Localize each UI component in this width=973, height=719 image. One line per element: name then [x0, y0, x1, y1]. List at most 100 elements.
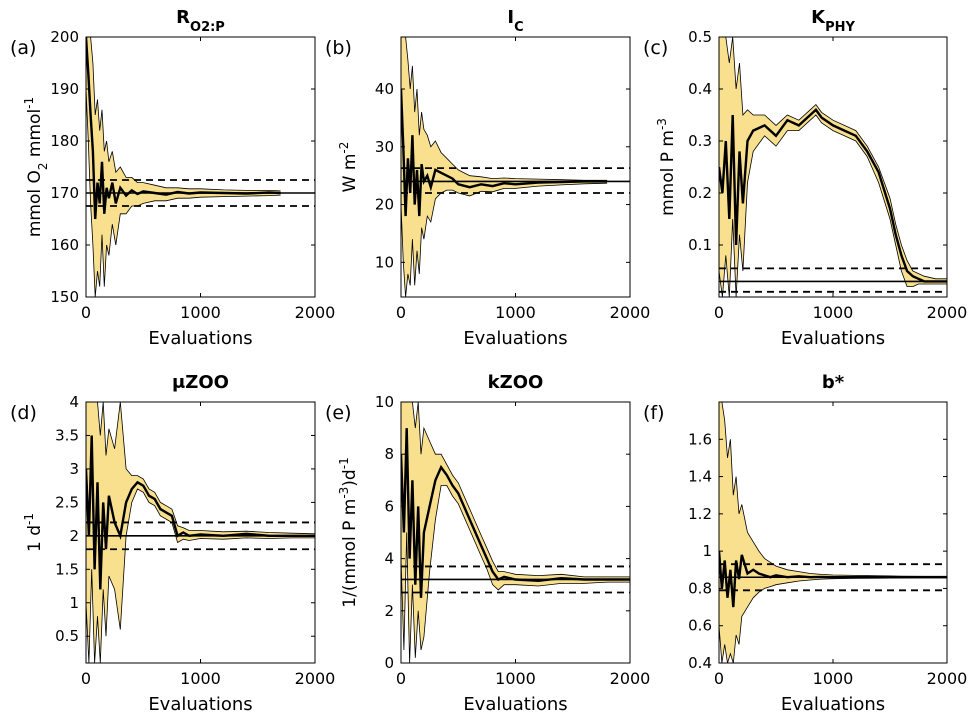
- x-tick-label: 2000: [295, 669, 336, 688]
- x-tick-label: 0: [396, 303, 406, 322]
- panel-title: RO2:P: [176, 7, 225, 35]
- y-tick-label: 0.5: [688, 28, 712, 46]
- y-tick-label: 0.1: [688, 236, 712, 254]
- x-tick-label: 0: [81, 303, 91, 322]
- chart-panel-3: 0 1000 2000 0.1 0.2 0.3 0.4 0.5 Evaluations mmol …: [643, 7, 967, 349]
- band-edge-upper: [86, 37, 281, 192]
- median-line: [86, 37, 281, 220]
- y-tick-label: 8: [384, 445, 394, 463]
- y-tick-label: 2: [69, 527, 79, 545]
- axes-box: [718, 36, 948, 298]
- x-tick-label: 2000: [610, 303, 651, 322]
- x-tick-label: 1000: [813, 669, 854, 688]
- y-tick-label: 0.8: [688, 579, 712, 597]
- panel-title: μZOO: [172, 372, 229, 393]
- y-tick-label: 4: [384, 550, 394, 568]
- y-tick-label: 190: [50, 80, 79, 98]
- plot-area: [719, 37, 947, 297]
- x-tick-label: 1000: [495, 303, 536, 322]
- y-tick-label: 3.5: [55, 426, 79, 444]
- plot-area: [86, 402, 315, 663]
- y-tick-label: 20: [375, 196, 394, 214]
- x-tick-label: 2000: [927, 669, 968, 688]
- panel-label: (e): [325, 402, 352, 424]
- median-line: [86, 435, 315, 590]
- y-tick-label: 1: [702, 542, 712, 560]
- chart-panel-1: 0 1000 2000 150 160 170 180 190 200 Evaluations mm…: [10, 7, 335, 349]
- y-tick-label: 10: [375, 393, 394, 411]
- y-tick-label: 1.4: [688, 468, 712, 486]
- x-tick-label: 2000: [927, 303, 968, 322]
- band-edge-upper: [719, 402, 947, 577]
- band-edge-upper: [719, 37, 947, 280]
- uncertainty-band: [719, 402, 947, 663]
- x-axis-label: Evaluations: [463, 694, 567, 715]
- y-axis-label: mmol P m-3: [655, 118, 678, 216]
- y-tick-label: 6: [384, 497, 394, 515]
- x-tick-label: 0: [396, 669, 406, 688]
- axes-box: [718, 401, 948, 664]
- y-tick-label: 150: [50, 288, 79, 306]
- band-edge-upper: [401, 402, 630, 578]
- panel-title: b*: [822, 372, 845, 393]
- x-tick-label: 1000: [180, 669, 221, 688]
- median-line: [401, 428, 630, 598]
- y-tick-label: 0.3: [688, 132, 712, 150]
- y-tick-label: 200: [50, 28, 79, 46]
- chart-panel-2: 0 1000 2000 10 20 30 40 Evaluations W m-2 IC (b): [325, 7, 650, 349]
- y-tick-label: 0.5: [55, 627, 79, 645]
- y-tick-label: 0: [384, 654, 394, 672]
- y-tick-label: 170: [50, 184, 79, 202]
- chart-panel-5: 0 1000 2000 0 2 4 6 8 10 Evaluations 1/(mmol P m-3…: [325, 372, 650, 715]
- y-tick-label: 0.4: [688, 654, 712, 672]
- panel-label: (f): [643, 402, 665, 424]
- x-axis-label: Evaluations: [148, 694, 252, 715]
- median-line: [719, 108, 947, 283]
- x-tick-label: 0: [714, 303, 724, 322]
- y-tick-label: 40: [375, 80, 394, 98]
- y-axis-label: 1 d-1: [22, 513, 45, 552]
- plot-area: [86, 37, 315, 297]
- x-tick-label: 0: [714, 669, 724, 688]
- x-axis-label: Evaluations: [781, 328, 885, 349]
- y-tick-label: 3: [69, 460, 79, 478]
- panel-title: IC: [507, 7, 523, 35]
- y-tick-label: 0.2: [688, 184, 712, 202]
- y-tick-label: 30: [375, 138, 394, 156]
- x-tick-label: 2000: [610, 669, 651, 688]
- x-tick-label: 0: [81, 669, 91, 688]
- y-tick-label: 1: [69, 594, 79, 612]
- panel-label: (d): [10, 402, 37, 424]
- x-axis-label: Evaluations: [148, 328, 252, 349]
- uncertainty-band: [719, 37, 947, 297]
- band-edge-lower: [86, 488, 315, 663]
- y-axis-label: 1/(mmol P m-3)d-1: [337, 457, 360, 607]
- band-edge-lower: [401, 485, 630, 663]
- y-tick-label: 4: [69, 393, 79, 411]
- y-tick-label: 180: [50, 132, 79, 150]
- x-axis-label: Evaluations: [781, 694, 885, 715]
- panel-label: (b): [325, 37, 352, 59]
- band-edge-upper: [86, 402, 315, 535]
- panel-title: KPHY: [811, 7, 855, 35]
- chart-panel-6: 0 1000 2000 0.4 0.6 0.8 1 1.2 1.4 1.6 Evaluations b…: [643, 372, 967, 715]
- x-tick-label: 2000: [295, 303, 336, 322]
- x-axis-label: Evaluations: [463, 328, 567, 349]
- y-axis-label: W m-2: [337, 142, 360, 193]
- x-tick-label: 1000: [495, 669, 536, 688]
- y-axis-label: mmol O2 mmol-1: [22, 97, 50, 237]
- y-tick-label: 160: [50, 236, 79, 254]
- uncertainty-band: [401, 37, 608, 297]
- plot-area: [401, 402, 630, 663]
- axes-box: [400, 401, 631, 664]
- uncertainty-band: [86, 402, 315, 663]
- median-line: [719, 551, 947, 608]
- median-line: [401, 88, 608, 217]
- x-tick-label: 1000: [180, 303, 221, 322]
- x-tick-label: 1000: [813, 303, 854, 322]
- uncertainty-band: [401, 402, 630, 663]
- y-tick-label: 2.5: [55, 493, 79, 511]
- y-tick-label: 0.6: [688, 617, 712, 635]
- band-edge-lower: [86, 88, 281, 297]
